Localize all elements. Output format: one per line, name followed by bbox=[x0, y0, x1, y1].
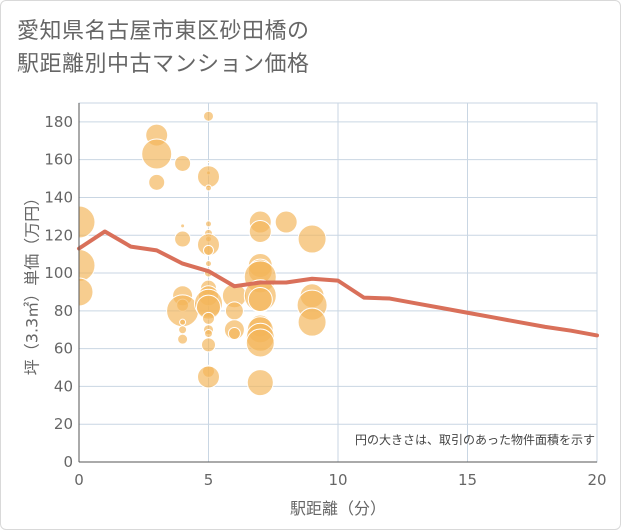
trend-line-layer bbox=[77, 229, 599, 338]
x-tick-label: 20 bbox=[587, 471, 606, 489]
y-tick-label: 80 bbox=[54, 302, 73, 320]
x-tick-label: 0 bbox=[74, 471, 84, 489]
bubble-point bbox=[245, 328, 275, 358]
bubble-point bbox=[297, 224, 327, 254]
bubble-point bbox=[197, 165, 220, 189]
chart-title: 愛知県名古屋市東区砂田橋の 駅距離別中古マンション価格 bbox=[17, 15, 310, 81]
chart-title-line-1: 愛知県名古屋市東区砂田橋の bbox=[17, 19, 310, 44]
bubble-point bbox=[174, 154, 192, 172]
y-tick-label: 40 bbox=[54, 377, 73, 395]
bubble-point bbox=[224, 301, 244, 321]
tick-labels: 0 20 40 60 80 100 120 140 160 180 0 5 10 15 20 bbox=[44, 113, 606, 489]
x-tick-label: 5 bbox=[204, 471, 214, 489]
bubble-point bbox=[174, 230, 192, 248]
bubble-point bbox=[177, 333, 189, 345]
bubble-point bbox=[246, 369, 274, 397]
bubble-point bbox=[179, 318, 187, 326]
bubble-point bbox=[248, 219, 272, 243]
y-tick-label: 20 bbox=[54, 415, 73, 433]
average-price-line bbox=[77, 229, 599, 338]
bubble-point bbox=[274, 210, 298, 234]
bubble-point bbox=[202, 311, 215, 325]
y-tick-label: 100 bbox=[44, 264, 73, 282]
bubble-point bbox=[180, 223, 186, 229]
bubble-point bbox=[204, 329, 213, 339]
bubble-point bbox=[297, 307, 327, 337]
bubble-size-note: 円の大きさは、取引のあった物件面積を示す bbox=[355, 432, 595, 447]
bubble-point bbox=[197, 365, 220, 389]
y-axis-label: 坪（3.3㎡）単価（万円） bbox=[23, 190, 42, 375]
x-tick-label: 10 bbox=[328, 471, 347, 489]
bubble-point bbox=[203, 244, 214, 256]
bubble-point bbox=[205, 184, 212, 192]
y-tick-label: 140 bbox=[44, 188, 73, 206]
bubble-layer bbox=[79, 110, 328, 397]
x-axis-label: 駅距離（分） bbox=[290, 499, 386, 518]
y-tick-label: 120 bbox=[44, 226, 73, 244]
x-tick-label: 15 bbox=[458, 471, 477, 489]
bubble-point bbox=[201, 337, 216, 353]
bubble-point bbox=[207, 160, 210, 164]
bubble-point bbox=[247, 287, 273, 313]
y-tick-label: 180 bbox=[44, 113, 73, 131]
bubble-point bbox=[148, 173, 166, 191]
chart-title-line-2: 駅距離別中古マンション価格 bbox=[17, 52, 310, 77]
bubble-point bbox=[79, 205, 96, 239]
bubble-point bbox=[205, 260, 212, 268]
axes bbox=[78, 103, 597, 463]
y-tick-label: 160 bbox=[44, 151, 73, 169]
bubble-point bbox=[141, 138, 173, 170]
bubble-point bbox=[79, 248, 96, 282]
bubble-point bbox=[205, 220, 212, 228]
bubble-point bbox=[203, 110, 214, 122]
bubble-point bbox=[227, 327, 241, 341]
bubble-point bbox=[178, 325, 188, 335]
y-tick-label: 60 bbox=[54, 340, 73, 358]
bubble-point bbox=[79, 277, 94, 307]
y-tick-label: 0 bbox=[63, 453, 73, 471]
